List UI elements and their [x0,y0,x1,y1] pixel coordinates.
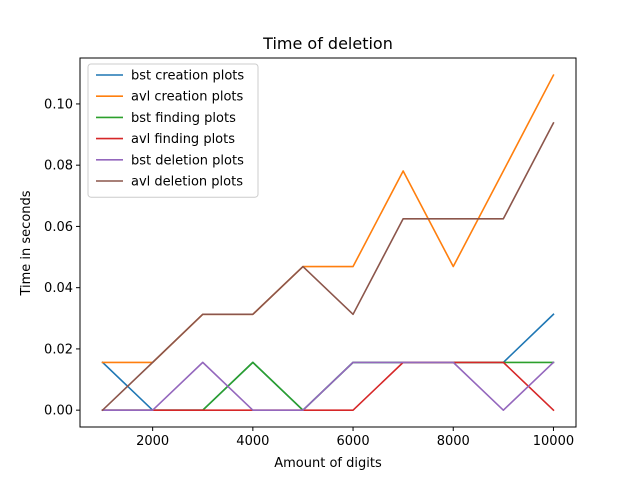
y-tick-label: 0.04 [44,281,73,296]
y-tick-label: 0.00 [44,404,73,419]
legend-label: bst deletion plots [131,153,244,168]
y-tick-label: 0.06 [44,220,73,235]
y-axis-label: Time in seconds [19,190,34,296]
legend-box [87,63,259,198]
x-axis-label: Amount of digits [274,456,382,471]
legend-label: bst finding plots [131,111,236,126]
legend-label: avl deletion plots [131,175,243,190]
x-tick-label: 2000 [136,434,169,449]
series-line-bst-deletion-plots [101,361,555,411]
x-tick-label: 8000 [437,434,470,449]
x-tick-label: 10000 [533,434,574,449]
y-axis: 0.00 0.02 0.04 0.06 0.08 0.10 [44,97,80,419]
legend: bst creation plots avl creation plots bst … [87,63,259,198]
legend-label: avl finding plots [131,132,235,147]
plot-area [79,57,577,428]
legend-label: avl creation plots [131,90,244,105]
y-tick-label: 0.10 [44,97,73,112]
plot-frame [79,57,577,428]
x-tick-label: 4000 [236,434,269,449]
x-axis: 2000 4000 6000 8000 10000 [136,427,574,449]
x-tick-label: 6000 [337,434,370,449]
series-layer [101,74,555,412]
series-line-avl-deletion-plots [101,121,555,412]
chart-title: Time of deletion [262,34,393,53]
y-tick-label: 0.08 [44,159,73,174]
legend-label: bst creation plots [131,69,244,84]
series-line-avl-finding-plots [101,361,555,412]
y-tick-label: 0.02 [44,342,73,357]
